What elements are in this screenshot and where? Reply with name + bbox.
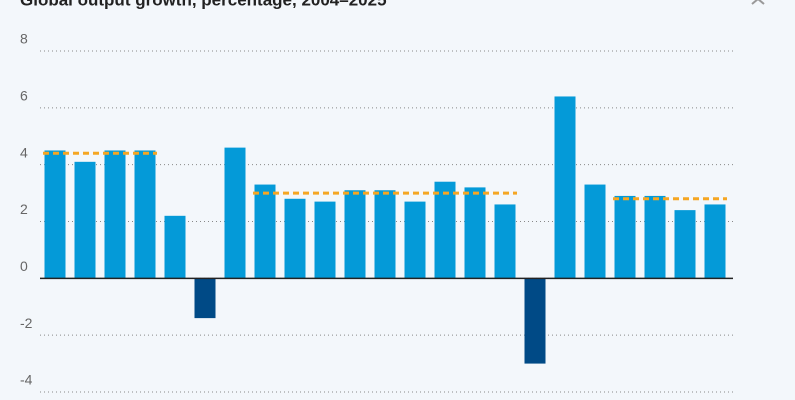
bar [314, 201, 336, 279]
y-tick-label: 8 [20, 31, 28, 47]
y-tick-label: 2 [20, 201, 28, 217]
y-tick-label: -4 [20, 372, 33, 388]
y-tick-label: -2 [20, 315, 33, 331]
bar [524, 278, 546, 364]
bar [44, 150, 66, 279]
bar [164, 215, 186, 279]
chart-title: Global output growth, percentage, 2004–2… [20, 0, 387, 9]
bar [404, 201, 426, 279]
bar [464, 187, 486, 279]
bar [374, 190, 396, 279]
bar [704, 204, 726, 279]
y-tick-label: 6 [20, 88, 28, 104]
bar [254, 184, 276, 279]
bar [104, 150, 126, 279]
bar [584, 184, 606, 279]
bar [224, 147, 246, 279]
bar [674, 210, 696, 279]
bar [554, 96, 576, 279]
bar [644, 195, 666, 279]
bar [494, 204, 516, 279]
bar [134, 150, 156, 279]
y-tick-label: 0 [20, 258, 28, 274]
bar [284, 198, 306, 279]
close-button[interactable] [751, 0, 765, 5]
bar [344, 190, 366, 279]
bar [74, 161, 96, 279]
bar [434, 181, 456, 279]
bar [614, 195, 636, 279]
y-tick-label: 4 [20, 144, 28, 160]
bar [194, 278, 216, 319]
